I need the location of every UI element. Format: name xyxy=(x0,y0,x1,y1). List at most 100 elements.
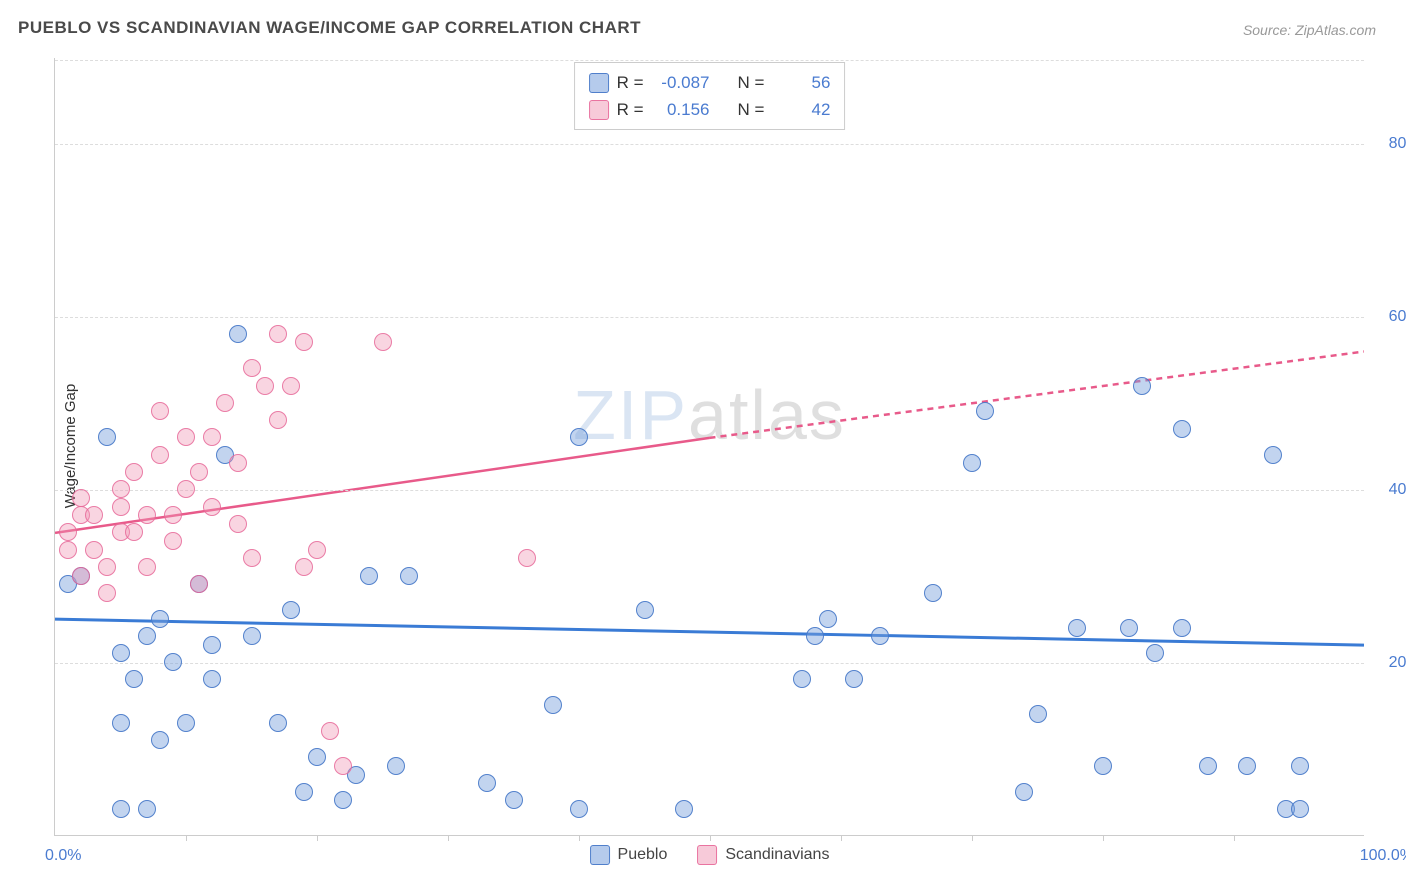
scatter-point-pueblo xyxy=(924,584,942,602)
scatter-point-pueblo xyxy=(112,644,130,662)
y-tick-label: 60.0% xyxy=(1374,308,1406,326)
scatter-point-scand xyxy=(138,558,156,576)
bottom-legend: Pueblo Scandinavians xyxy=(590,845,830,865)
scatter-point-scand xyxy=(243,359,261,377)
y-tick-label: 80.0% xyxy=(1374,135,1406,153)
y-tick-label: 20.0% xyxy=(1374,654,1406,672)
scatter-point-pueblo xyxy=(1133,377,1151,395)
x-tick xyxy=(317,835,318,841)
scatter-point-pueblo xyxy=(1015,783,1033,801)
scatter-point-pueblo xyxy=(1029,705,1047,723)
gridline xyxy=(55,144,1364,145)
scatter-point-pueblo xyxy=(229,325,247,343)
trend-lines xyxy=(55,58,1364,835)
scatter-point-pueblo xyxy=(544,696,562,714)
r-label: R = xyxy=(617,69,644,96)
x-axis-max-label: 100.0% xyxy=(1360,847,1406,865)
scatter-point-scand xyxy=(295,558,313,576)
x-tick xyxy=(972,835,973,841)
scatter-point-pueblo xyxy=(1173,619,1191,637)
scatter-point-pueblo xyxy=(282,601,300,619)
scatter-point-pueblo xyxy=(1173,420,1191,438)
scatter-point-pueblo xyxy=(269,714,287,732)
scatter-point-pueblo xyxy=(1068,619,1086,637)
scatter-point-pueblo xyxy=(570,428,588,446)
gridline xyxy=(55,60,1364,61)
scatter-point-pueblo xyxy=(203,670,221,688)
scatter-point-scand xyxy=(308,541,326,559)
scatter-point-scand xyxy=(374,333,392,351)
watermark-zip: ZIP xyxy=(573,376,688,454)
scatter-point-pueblo xyxy=(334,791,352,809)
x-axis-origin-label: 0.0% xyxy=(45,847,81,865)
scatter-point-pueblo xyxy=(151,731,169,749)
n-label-2: N = xyxy=(738,96,765,123)
scatter-point-scand xyxy=(190,463,208,481)
scatter-point-scand xyxy=(269,325,287,343)
y-tick-label: 40.0% xyxy=(1374,481,1406,499)
stats-row-pueblo: R = -0.087 N = 56 xyxy=(589,69,831,96)
scatter-point-pueblo xyxy=(308,748,326,766)
scatter-point-scand xyxy=(190,575,208,593)
scatter-point-scand xyxy=(164,532,182,550)
scatter-point-pueblo xyxy=(1199,757,1217,775)
scatter-point-pueblo xyxy=(806,627,824,645)
scatter-point-pueblo xyxy=(151,610,169,628)
legend-swatch-scand xyxy=(697,845,717,865)
n-label: N = xyxy=(738,69,765,96)
scatter-point-scand xyxy=(256,377,274,395)
gridline xyxy=(55,490,1364,491)
scatter-point-scand xyxy=(269,411,287,429)
scatter-point-scand xyxy=(98,584,116,602)
stats-row-scand: R = 0.156 N = 42 xyxy=(589,96,831,123)
scatter-point-scand xyxy=(177,480,195,498)
source-label: Source: xyxy=(1243,22,1291,38)
scatter-point-scand xyxy=(85,506,103,524)
scatter-point-pueblo xyxy=(478,774,496,792)
scatter-point-pueblo xyxy=(963,454,981,472)
scatter-point-scand xyxy=(518,549,536,567)
scatter-point-pueblo xyxy=(295,783,313,801)
scatter-point-pueblo xyxy=(177,714,195,732)
x-tick xyxy=(186,835,187,841)
watermark-atlas: atlas xyxy=(688,376,846,454)
scatter-point-pueblo xyxy=(164,653,182,671)
legend-label-scand: Scandinavians xyxy=(725,846,829,864)
scatter-point-pueblo xyxy=(1291,757,1309,775)
scatter-point-pueblo xyxy=(1238,757,1256,775)
chart-title: PUEBLO VS SCANDINAVIAN WAGE/INCOME GAP C… xyxy=(18,18,641,38)
scatter-point-pueblo xyxy=(845,670,863,688)
legend-item-pueblo: Pueblo xyxy=(590,845,668,865)
scatter-point-pueblo xyxy=(976,402,994,420)
scatter-point-pueblo xyxy=(387,757,405,775)
scatter-point-pueblo xyxy=(1120,619,1138,637)
scatter-point-pueblo xyxy=(636,601,654,619)
scatter-point-pueblo xyxy=(1291,800,1309,818)
scatter-point-scand xyxy=(229,515,247,533)
scatter-point-pueblo xyxy=(138,627,156,645)
scatter-point-scand xyxy=(72,567,90,585)
scatter-point-scand xyxy=(59,541,77,559)
n-value-pueblo: 56 xyxy=(772,69,830,96)
scatter-point-pueblo xyxy=(400,567,418,585)
scatter-point-scand xyxy=(295,333,313,351)
scatter-point-pueblo xyxy=(98,428,116,446)
r-value-pueblo: -0.087 xyxy=(652,69,710,96)
scatter-point-scand xyxy=(203,428,221,446)
scatter-point-scand xyxy=(216,394,234,412)
source-attribution: Source: ZipAtlas.com xyxy=(1243,22,1376,38)
x-tick xyxy=(1234,835,1235,841)
scatter-point-scand xyxy=(177,428,195,446)
scatter-point-scand xyxy=(72,489,90,507)
scatter-point-scand xyxy=(334,757,352,775)
swatch-scand xyxy=(589,100,609,120)
scatter-point-pueblo xyxy=(675,800,693,818)
x-tick xyxy=(841,835,842,841)
scatter-point-pueblo xyxy=(203,636,221,654)
scatter-point-pueblo xyxy=(871,627,889,645)
scatter-point-scand xyxy=(229,454,247,472)
gridline xyxy=(55,663,1364,664)
scatter-point-pueblo xyxy=(360,567,378,585)
n-value-scand: 42 xyxy=(772,96,830,123)
scatter-point-pueblo xyxy=(819,610,837,628)
